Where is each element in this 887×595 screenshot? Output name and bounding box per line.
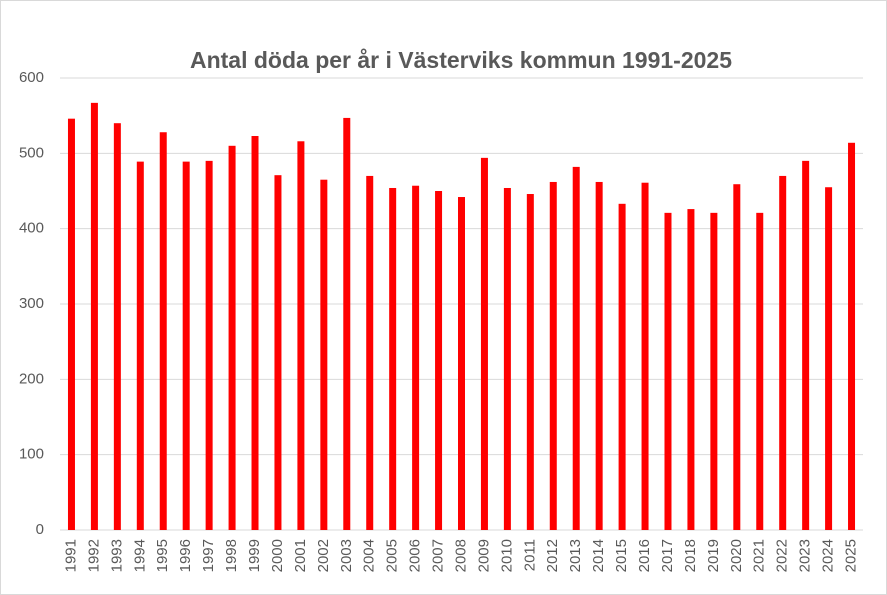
x-tick-label: 2005 [384,539,401,572]
bar [641,182,649,531]
x-tick-label: 2020 [728,539,745,572]
bar [572,166,580,531]
bar [825,187,833,530]
bar [343,117,351,530]
x-tick-label: 1991 [62,539,79,572]
x-tick-label: 2021 [751,539,768,572]
x-tick-label: 2017 [659,539,676,572]
bar [274,175,282,530]
x-tick-label: 2016 [636,539,653,572]
y-tick-label: 400 [19,220,44,237]
x-tick-label: 2008 [452,539,469,572]
x-tick-label: 1992 [85,539,102,572]
x-tick-label: 2002 [315,539,332,572]
x-tick-label: 2011 [521,539,538,571]
bar [159,132,167,531]
y-tick-label: 600 [19,69,44,86]
bar [67,118,75,531]
x-tick-label: 2022 [774,539,791,572]
y-tick-label: 500 [19,144,44,161]
y-tick-label: 0 [36,521,44,538]
bar [228,145,236,531]
x-tick-label: 1997 [200,539,217,572]
bar [366,175,374,530]
x-tick-label: 2000 [269,539,286,572]
x-tick-label: 2015 [613,539,630,572]
bar [848,142,856,530]
x-tick-label: 2004 [361,539,378,572]
bar [113,123,121,530]
x-tick-label: 1993 [108,539,125,572]
x-tick-label: 1998 [223,539,240,572]
bar [412,185,420,530]
bar [389,187,397,530]
y-tick-label: 200 [19,370,44,387]
bar [595,181,603,530]
x-tick-label: 2003 [338,539,355,572]
x-tick-label: 1994 [131,539,148,572]
chart-title: Antal döda per år i Västerviks kommun 19… [190,47,732,73]
bar [503,187,511,530]
x-tick-label: 2001 [292,539,309,572]
bar [297,141,305,530]
x-tick-label: 2006 [407,539,424,572]
x-tick-label: 2025 [842,539,859,572]
bar [664,212,672,530]
bar [458,197,465,530]
x-tick-label: 2018 [682,539,699,572]
bar [480,157,488,530]
bar [549,181,557,530]
bar [687,209,695,530]
bar [733,184,741,530]
bar [320,179,328,530]
y-tick-label: 100 [19,446,44,463]
bar [802,160,810,530]
bar [182,161,190,530]
bar [618,203,626,530]
x-tick-label: 2014 [590,539,607,572]
bar [205,160,213,530]
bar [251,136,259,531]
bar [756,212,764,530]
bar [526,194,534,530]
bar [779,175,787,530]
x-tick-label: 2012 [544,539,561,572]
x-tick-label: 1995 [154,539,171,572]
y-tick-label: 300 [19,295,44,312]
x-tick-label: 2023 [797,539,814,572]
x-tick-label: 2010 [498,539,515,572]
bar [136,161,144,530]
bar [710,212,718,530]
x-tick-label: 2013 [567,539,584,572]
bar [90,102,98,531]
x-tick-label: 1996 [177,539,194,572]
x-tick-label: 2019 [705,539,722,572]
x-tick-label: 1999 [246,539,263,572]
x-tick-label: 2007 [430,539,447,572]
x-tick-label: 2009 [475,539,492,572]
x-tick-label: 2024 [820,539,837,572]
bar [435,191,443,530]
